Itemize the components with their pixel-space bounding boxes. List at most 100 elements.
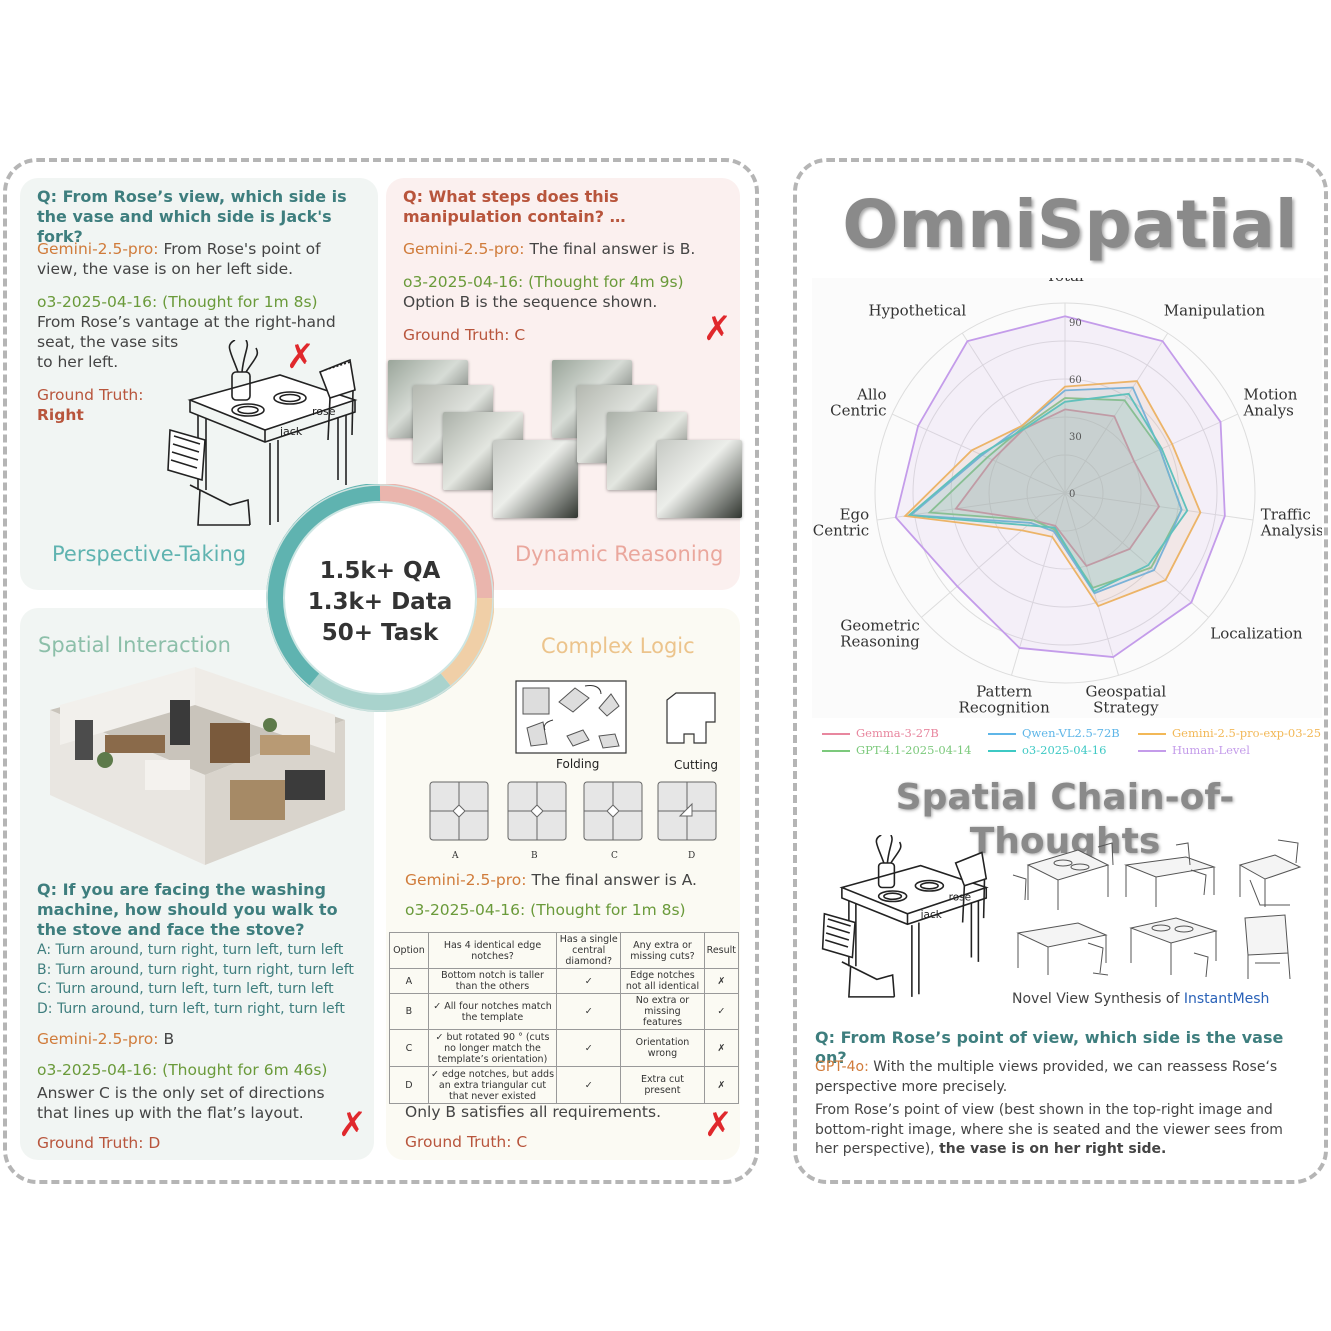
radar-axis-label: Geospatial (1086, 682, 1167, 700)
option-a-shape (429, 781, 489, 841)
table-cell: C (389, 1029, 429, 1067)
radar-spoke (891, 413, 1066, 494)
interaction-gt: Ground Truth: D (37, 1134, 161, 1152)
option-d: D: Turn around, turn left, turn right, t… (37, 1000, 345, 1017)
table-cell: D (389, 1066, 429, 1104)
video-frame (657, 440, 742, 518)
table-cell: ✓ (556, 968, 622, 994)
cut-options-diagram (429, 781, 717, 841)
radar-axis-label: Manipulation (1164, 301, 1266, 319)
table-cell: ✓ (703, 993, 740, 1030)
option-c: C: Turn around, turn left, turn left, tu… (37, 981, 334, 997)
logic-gt: Ground Truth: C (405, 1133, 528, 1151)
option-b-shape (507, 781, 567, 841)
radar-tick-label: 90 (1069, 318, 1082, 329)
nvs-caption: Novel View Synthesis of InstantMesh (1012, 991, 1312, 1007)
perspective-o3-answer-1: From Rose’s vantage at the right-hand (37, 313, 336, 331)
perspective-o3-answer-2: seat, the vase sits (37, 333, 179, 351)
radar-axis-label: Hypothetical (868, 301, 966, 319)
rose-label: rose (312, 405, 336, 418)
table-cell: ✗ (703, 1066, 740, 1104)
table-row: C ✓ but rotated 90 ° (cuts no longer mat… (389, 1029, 740, 1067)
spatial-interaction-title: Spatial Interaction (38, 633, 231, 657)
complex-logic-title: Complex Logic (541, 634, 695, 658)
option-letter-a: A (452, 851, 459, 861)
perspective-wrong-mark: ✗ (286, 337, 315, 377)
legend-item: Gemini-2.5-pro-exp-03-25 (1138, 726, 1321, 740)
table-header-cell: Has 4 identical edge notches? (427, 932, 558, 969)
interaction-o3-answer: Answer C is the only set of directions t… (37, 1084, 325, 1122)
option-letter-d: D (688, 851, 696, 861)
table-row: D ✓ edge notches, but adds an extra tria… (389, 1066, 740, 1104)
radar-spoke (1064, 492, 1209, 618)
table-cell: Extra cut present (620, 1066, 705, 1104)
radar-axis-label: Allo (856, 385, 886, 403)
cot-question: Q: From Rose’s point of view, which side… (815, 1028, 1284, 1067)
perspective-o3-label: o3-2025-04-16: (Thought for 1m 8s) (37, 293, 318, 311)
stats-data: 1.3k+ Data (307, 589, 453, 615)
radar-axis-label: Traffic (1261, 506, 1311, 524)
legend-label: Qwen-VL2.5-72B (1022, 726, 1120, 740)
table-header-row: Option Has 4 identical edge notches? Has… (389, 932, 740, 969)
table-cell: ✗ (703, 968, 740, 994)
table-header-cell: Option (389, 932, 429, 969)
table-cell: ✓ (556, 993, 622, 1030)
gemini-model-label: Gemini-2.5-pro: (37, 1030, 159, 1048)
interaction-gemini-line: Gemini-2.5-pro: B (37, 1029, 367, 1049)
radar-tick-label: 0 (1069, 489, 1075, 500)
option-d-shape (657, 781, 717, 841)
dynamic-question: Q: What steps does this manipulation con… (403, 187, 626, 226)
gpt-model-label: GPT-4o: (815, 1059, 869, 1075)
instantmesh-link[interactable]: InstantMesh (1183, 991, 1270, 1007)
perspective-gt-value: Right (37, 406, 84, 424)
legend-label: Gemma-3-27B (856, 726, 939, 740)
logic-reasoning-table: Option Has 4 identical edge notches? Has… (389, 932, 740, 1104)
video-frames-group-1 (388, 360, 578, 525)
radar-axis-label: Centric (813, 522, 869, 540)
radar-axis-label: Reasoning (840, 632, 920, 650)
radar-spoke (961, 332, 1066, 494)
logic-o3-label: o3-2025-04-16: (Thought for 1m 8s) (405, 901, 686, 919)
cot-answer-part2: the vase is on her right side. (939, 1141, 1167, 1157)
left-dashed-frame (3, 158, 759, 1184)
legend-item: GPT-4.1-2025-04-14 (822, 743, 971, 757)
perspective-gemini-line: Gemini-2.5-pro: From Rose's point of vie… (37, 239, 357, 279)
table-header-cell: Has a single central diamond? (556, 932, 622, 969)
novel-view (1238, 839, 1302, 907)
radar-axis-label: Pattern (976, 682, 1032, 700)
perspective-taking-title: Perspective-Taking (52, 542, 247, 566)
cutting-template (666, 692, 716, 744)
dynamic-wrong-mark: ✗ (703, 309, 732, 349)
folding-label: Folding (556, 757, 600, 771)
legend-label: o3-2025-04-16 (1022, 743, 1107, 757)
logic-gemini-line: Gemini-2.5-pro: The final answer is A. (405, 870, 735, 890)
table-header-cell: Any extra or missing cuts? (620, 932, 705, 969)
option-c-shape (583, 781, 643, 841)
radar-axis-label: Analysis (1260, 522, 1322, 540)
omnispatial-title: OmniSpatial (842, 186, 1298, 263)
gemini-model-label: Gemini-2.5-pro: (405, 871, 527, 889)
table-cell: ✗ (703, 1029, 740, 1067)
dynamic-reasoning-title: Dynamic Reasoning (515, 542, 724, 566)
radar-axis-label: Total (1046, 278, 1084, 285)
logic-wrong-mark: ✗ (704, 1105, 733, 1145)
option-b: B: Turn around, turn right, turn right, … (37, 961, 354, 978)
radar-series-Human-Level (894, 315, 1226, 659)
gemini-answer: The final answer is B. (529, 240, 696, 258)
legend-item: Human-Level (1138, 743, 1250, 757)
dynamic-o3-label: o3-2025-04-16: (Thought for 4m 9s) (403, 273, 684, 291)
interaction-wrong-mark: ✗ (338, 1105, 367, 1145)
table-row: B ✓ All four notches match the template … (389, 993, 740, 1030)
option-letter-b: B (531, 851, 538, 861)
apartment-floorplan-image (50, 667, 345, 865)
radar-axis-label: Strategy (1093, 698, 1159, 716)
legend-label: GPT-4.1-2025-04-14 (856, 743, 972, 757)
rose-label: rose (949, 892, 971, 904)
novel-view (1012, 842, 1114, 910)
gemini-model-label: Gemini-2.5-pro: (37, 240, 159, 258)
legend-swatch (1138, 750, 1166, 752)
video-frames-group-2 (552, 360, 742, 525)
video-frame (493, 440, 578, 518)
interaction-o3-label: o3-2025-04-16: (Thought for 6m 46s) (37, 1061, 328, 1079)
